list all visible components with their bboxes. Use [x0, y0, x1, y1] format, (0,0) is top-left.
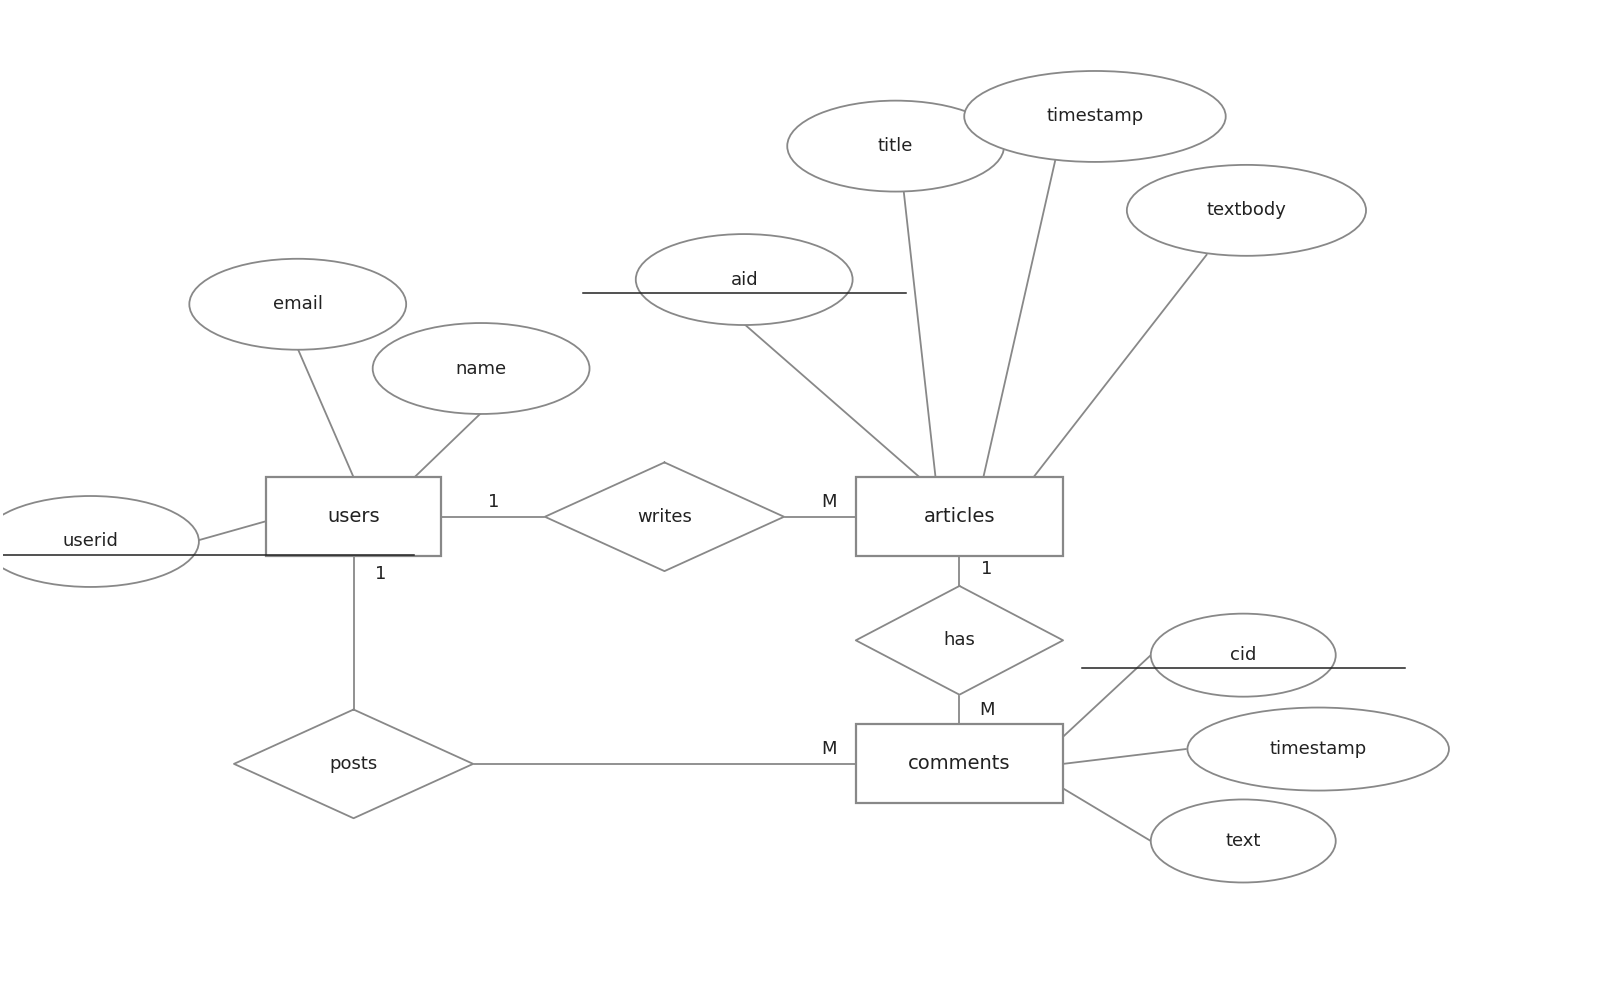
Text: email: email: [272, 295, 323, 313]
Text: M: M: [821, 493, 837, 511]
Text: title: title: [878, 137, 914, 155]
Ellipse shape: [189, 258, 406, 350]
FancyBboxPatch shape: [856, 477, 1062, 557]
Polygon shape: [856, 585, 1062, 695]
Polygon shape: [546, 462, 784, 572]
Text: M: M: [821, 741, 837, 758]
Text: 1: 1: [981, 561, 992, 579]
Ellipse shape: [1187, 708, 1450, 790]
Text: timestamp: timestamp: [1269, 741, 1366, 758]
Ellipse shape: [1126, 165, 1366, 255]
Ellipse shape: [1150, 799, 1336, 883]
Ellipse shape: [965, 71, 1226, 162]
Text: textbody: textbody: [1206, 202, 1286, 220]
Text: aid: aid: [730, 270, 758, 288]
Text: cid: cid: [1230, 646, 1256, 664]
Text: posts: posts: [330, 754, 378, 773]
Ellipse shape: [0, 496, 198, 586]
FancyBboxPatch shape: [266, 477, 442, 557]
Polygon shape: [234, 710, 474, 818]
Text: writes: writes: [637, 508, 691, 526]
Text: text: text: [1226, 832, 1261, 850]
Text: timestamp: timestamp: [1046, 107, 1144, 125]
Text: 1: 1: [488, 493, 499, 511]
Text: userid: userid: [62, 533, 118, 551]
Text: 1: 1: [374, 566, 386, 583]
Ellipse shape: [1150, 613, 1336, 697]
Ellipse shape: [373, 323, 589, 414]
Text: has: has: [944, 631, 976, 649]
FancyBboxPatch shape: [856, 725, 1062, 803]
Text: articles: articles: [923, 507, 995, 526]
Ellipse shape: [635, 234, 853, 325]
Text: M: M: [979, 701, 994, 719]
Text: comments: comments: [909, 754, 1011, 773]
Ellipse shape: [787, 100, 1005, 192]
Text: name: name: [456, 360, 507, 378]
Text: users: users: [328, 507, 379, 526]
